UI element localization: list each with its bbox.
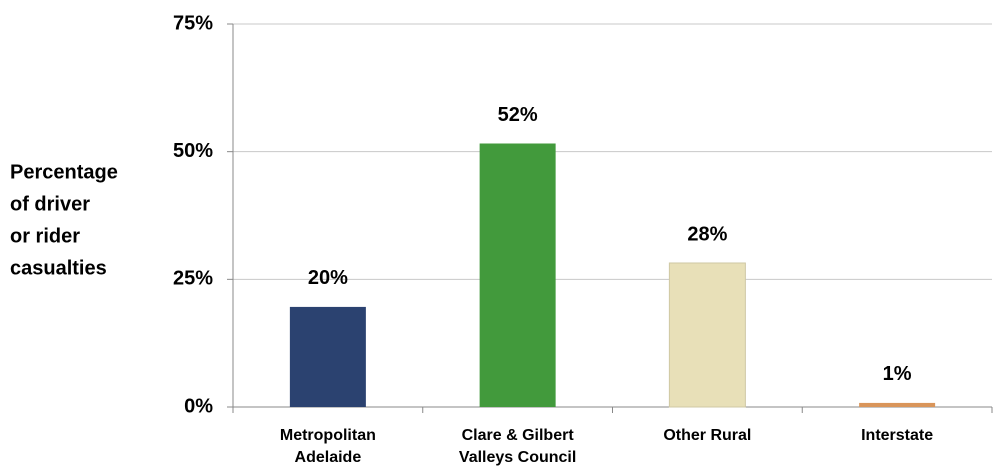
data-label: 52% (498, 104, 538, 126)
data-label: 20% (308, 267, 348, 289)
x-tick-label: Adelaide (295, 449, 362, 466)
y-axis-label: Percentage (10, 161, 118, 183)
data-label: 28% (687, 223, 727, 245)
y-axis-label: or rider (10, 225, 80, 247)
y-tick-label: 75% (173, 12, 213, 34)
bar (289, 306, 366, 407)
y-tick-label: 50% (173, 140, 213, 162)
bar (668, 262, 746, 408)
y-axis-label: casualties (10, 257, 107, 279)
y-tick-label: 0% (184, 395, 213, 417)
x-tick-label: Clare & Gilbert (462, 427, 575, 444)
x-tick-label: Other Rural (663, 427, 751, 444)
y-tick-label: 25% (173, 268, 213, 290)
bar (859, 402, 936, 407)
x-tick-label: Valleys Council (459, 449, 576, 466)
bar (479, 143, 556, 407)
x-tick-label: Metropolitan (280, 427, 376, 444)
y-axis-label: of driver (10, 193, 90, 215)
data-label: 1% (883, 363, 912, 385)
x-tick-label: Interstate (861, 427, 933, 444)
